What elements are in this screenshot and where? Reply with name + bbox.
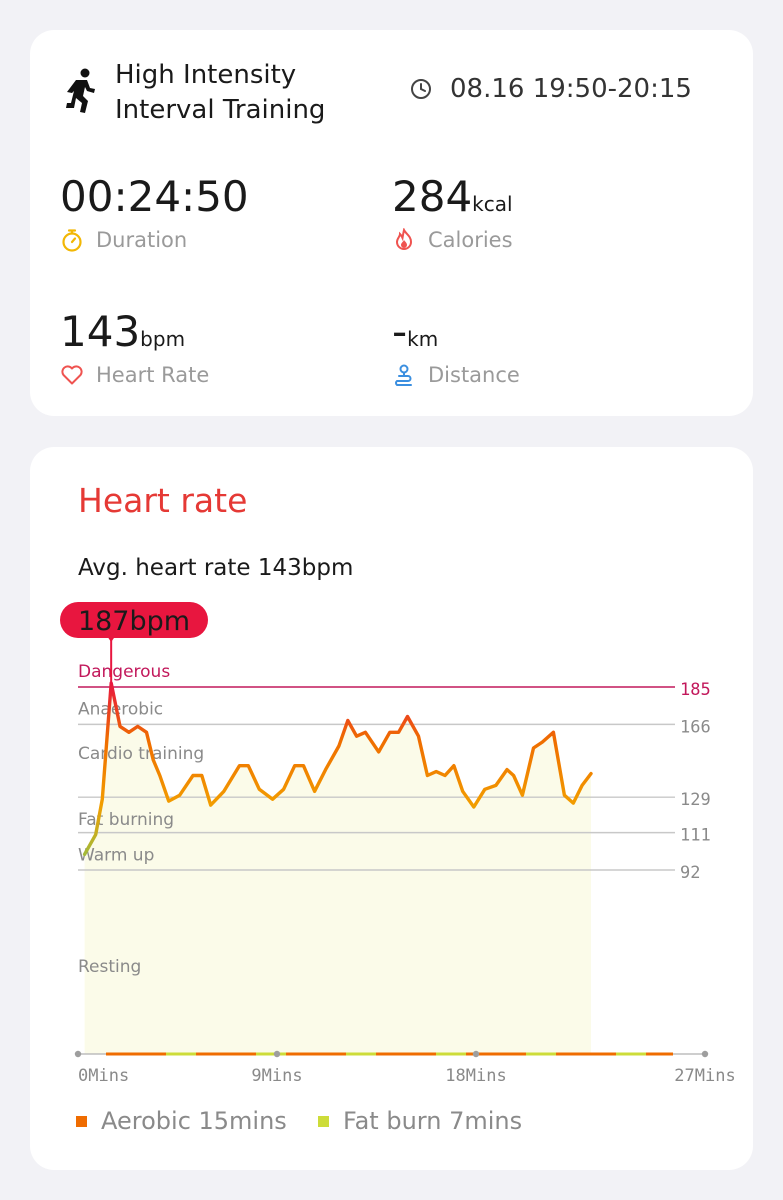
zone-label-0: Dangerous <box>78 662 170 682</box>
calories-unit: kcal <box>472 192 513 216</box>
heart-rate-card: Heart rate Avg. heart rate 143bpm 185 Dan… <box>30 447 753 1170</box>
zone-threshold-label-3: 129 <box>680 790 711 810</box>
workout-title-line1: High Intensity <box>115 60 297 90</box>
peak-badge-label: 187bpm <box>78 606 190 637</box>
aerobic-swatch <box>76 1115 87 1127</box>
heart-rate-stat: 143bpm Heart Rate <box>60 307 210 388</box>
workout-summary-card: High Intensity Interval Training 08.16 1… <box>30 30 753 416</box>
zone-label-3: Fat burning <box>78 810 174 830</box>
x-tick-dot-2 <box>472 1050 480 1058</box>
zone-label-5: Resting <box>78 957 141 977</box>
workout-title-line2: Interval Training <box>115 95 326 125</box>
calories-label: Calories <box>428 228 513 252</box>
clock-icon <box>411 79 431 99</box>
average-heart-rate: Avg. heart rate 143bpm <box>78 555 354 581</box>
x-tick-label-0: 0Mins <box>78 1066 129 1086</box>
legend-fat-burn: Fat burn 7mins <box>318 1107 522 1135</box>
x-tick-label-2: 18Mins <box>445 1066 506 1086</box>
calories-stat: 284kcal Calories <box>392 172 513 253</box>
distance-stat: -km Distance <box>392 307 520 388</box>
heart-rate-label: Heart Rate <box>96 363 210 387</box>
route-icon <box>395 364 412 386</box>
legend-aerobic-label: Aerobic 15mins <box>101 1107 287 1135</box>
heart-rate-chart: 185 Dangerous 166 Anaerobic Cardio training 1… <box>60 602 736 1086</box>
x-tick-dot-0 <box>74 1050 82 1058</box>
distance-label: Distance <box>428 363 520 387</box>
workout-type-title: High Intensity Interval Training <box>115 58 325 128</box>
calories-value: 284 <box>392 172 473 221</box>
legend-aerobic: Aerobic 15mins <box>76 1107 287 1135</box>
distance-value: - <box>392 307 408 356</box>
stopwatch-icon <box>62 229 82 252</box>
heart-rate-unit: bpm <box>140 327 186 351</box>
x-tick-label-1: 9Mins <box>251 1066 302 1086</box>
zone-threshold-label-4: 111 <box>680 826 711 846</box>
heart-rate-area <box>84 683 591 1054</box>
zone-label-4: Warm up <box>78 846 154 866</box>
running-person-icon <box>66 68 95 113</box>
heart-rate-value: 143 <box>60 307 141 356</box>
legend-fat-burn-label: Fat burn 7mins <box>343 1107 523 1135</box>
heart-rate-line <box>82 681 593 856</box>
peak-badge <box>60 602 208 638</box>
workout-time-range: 08.16 19:50-20:15 <box>450 74 692 104</box>
duration-value: 00:24:50 <box>60 172 249 221</box>
flame-icon <box>395 228 413 250</box>
zone-threshold-label-5: 92 <box>680 863 700 883</box>
zone-threshold-label-1: 166 <box>680 717 711 737</box>
zone-label-2: Cardio training <box>78 744 204 764</box>
zone-threshold-label-0: 185 <box>680 680 711 700</box>
x-tick-dot-3 <box>701 1050 709 1058</box>
x-tick-dot-1 <box>273 1050 281 1058</box>
zone-label-1: Anaerobic <box>78 699 163 719</box>
x-tick-label-3: 27Mins <box>674 1066 735 1086</box>
duration-label: Duration <box>96 228 188 252</box>
duration-stat: 00:24:50 Duration <box>60 172 249 253</box>
fat-burn-swatch <box>318 1115 329 1127</box>
heart-icon <box>61 365 83 385</box>
distance-unit: km <box>407 327 439 351</box>
heart-rate-card-title: Heart rate <box>78 481 248 520</box>
